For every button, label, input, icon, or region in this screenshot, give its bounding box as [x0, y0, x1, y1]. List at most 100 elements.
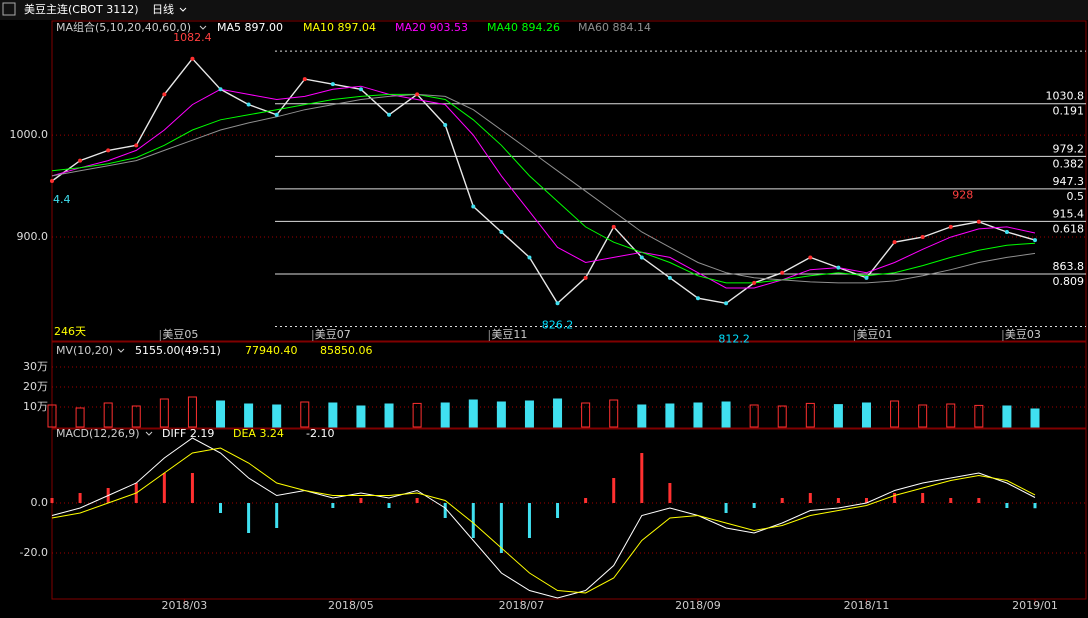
macd-bar	[499, 503, 503, 553]
panel-title: MV(10,20)	[56, 344, 113, 357]
volume-bar	[75, 407, 85, 428]
price-point	[246, 102, 251, 107]
price-point	[836, 265, 841, 270]
price-point	[274, 112, 279, 117]
legend-item: MA20 903.53	[395, 21, 468, 34]
legend-item: MA5 897.00	[217, 21, 283, 34]
x-tick-label: 2019/01	[1012, 599, 1058, 612]
y-tick-label: 10万	[23, 400, 48, 413]
macd-bar	[556, 503, 560, 518]
macd-bar	[612, 478, 616, 503]
price-point	[78, 158, 83, 163]
symbol: 美豆主连(CBOT 3112)	[24, 3, 139, 16]
annotation: 826.2	[542, 318, 574, 331]
contract-label: 美豆01	[856, 328, 892, 341]
fib-value: 863.8	[1053, 260, 1085, 273]
fib-ratio: 0.382	[1053, 157, 1085, 170]
x-tick-label: 2018/07	[499, 599, 545, 612]
price-point	[808, 255, 813, 260]
volume-bar	[216, 400, 226, 428]
period[interactable]: 日线	[152, 2, 174, 16]
dropdown-arrow[interactable]	[145, 431, 153, 436]
price-point	[358, 87, 363, 92]
volume-bar	[244, 403, 254, 428]
volume-bar	[890, 400, 900, 428]
dropdown-arrow[interactable]	[199, 25, 207, 30]
dropdown-arrow[interactable]	[117, 348, 125, 353]
price-point	[443, 122, 448, 127]
price-point	[695, 296, 700, 301]
cut-label: 4.4	[53, 193, 71, 206]
y-tick-label: -20.0	[20, 546, 48, 559]
panel-stat: DEA 3.24	[233, 427, 284, 440]
price-point	[639, 255, 644, 260]
price-point	[920, 235, 925, 240]
macd-bar	[584, 498, 588, 503]
volume-bar	[1002, 405, 1012, 428]
price-point	[724, 301, 729, 306]
macd-bar	[527, 503, 531, 538]
macd-bar	[1033, 503, 1037, 509]
volume-bar	[47, 404, 57, 428]
legend-title: MA组合(5,10,20,40,60,0)	[56, 20, 191, 34]
volume-bar	[272, 404, 282, 428]
volume-bar	[440, 402, 450, 428]
legend-item: MA60 884.14	[578, 21, 651, 34]
price-line	[51, 57, 1036, 305]
volume-bar	[131, 405, 141, 428]
volume-bar	[159, 398, 169, 428]
volume-bar	[187, 396, 197, 428]
volume-bar	[805, 402, 815, 428]
fib-ratio: 0.191	[1053, 105, 1085, 118]
ma-line	[51, 85, 1036, 289]
price-point	[976, 219, 981, 224]
macd-bar	[78, 493, 82, 503]
macd-bar	[443, 503, 447, 518]
fib-ratio: 0.618	[1053, 222, 1085, 235]
macd-bar	[949, 498, 953, 503]
macd-line	[51, 447, 1036, 594]
macd-bar	[247, 503, 251, 533]
macd-bar	[780, 498, 784, 503]
dropdown-arrow[interactable]	[179, 7, 187, 12]
macd-bar	[415, 498, 419, 503]
x-tick-label: 2018/05	[328, 599, 374, 612]
contract-label: 美豆07	[315, 328, 351, 341]
price-point	[134, 143, 139, 148]
price-point	[527, 255, 532, 260]
macd-bar	[50, 498, 54, 503]
panel-title: MACD(12,26,9)	[56, 427, 140, 440]
price-point	[1033, 238, 1037, 243]
legend-item: MA40 894.26	[487, 21, 560, 34]
contract-label: 美豆11	[491, 328, 527, 341]
fib-ratio: 0.5	[1067, 190, 1085, 203]
title-bar	[0, 0, 1088, 20]
volume-bar	[468, 399, 478, 428]
volume-bar	[1030, 408, 1040, 428]
price-point	[302, 77, 307, 82]
x-tick-label: 2018/03	[162, 599, 208, 612]
x-tick-label: 2018/11	[844, 599, 890, 612]
price-point	[948, 224, 953, 229]
volume-bar	[918, 404, 928, 428]
price-point	[218, 87, 223, 92]
x-tick-label: 2018/09	[675, 599, 721, 612]
macd-bar	[359, 498, 363, 503]
price-point	[162, 92, 167, 97]
macd-bar	[471, 503, 475, 538]
price-point	[780, 270, 785, 275]
macd-bar	[275, 503, 279, 528]
macd-bar	[921, 493, 925, 503]
annotation: 812.2	[718, 333, 750, 346]
volume-bar	[384, 403, 394, 428]
volume-bar	[103, 402, 113, 428]
macd-line	[51, 437, 1036, 599]
ma-line	[51, 93, 1036, 284]
y-tick-label: 30万	[23, 360, 48, 373]
price-point	[471, 204, 476, 209]
price-point	[752, 280, 757, 285]
menu-icon[interactable]	[2, 2, 16, 16]
price-point	[190, 56, 195, 61]
